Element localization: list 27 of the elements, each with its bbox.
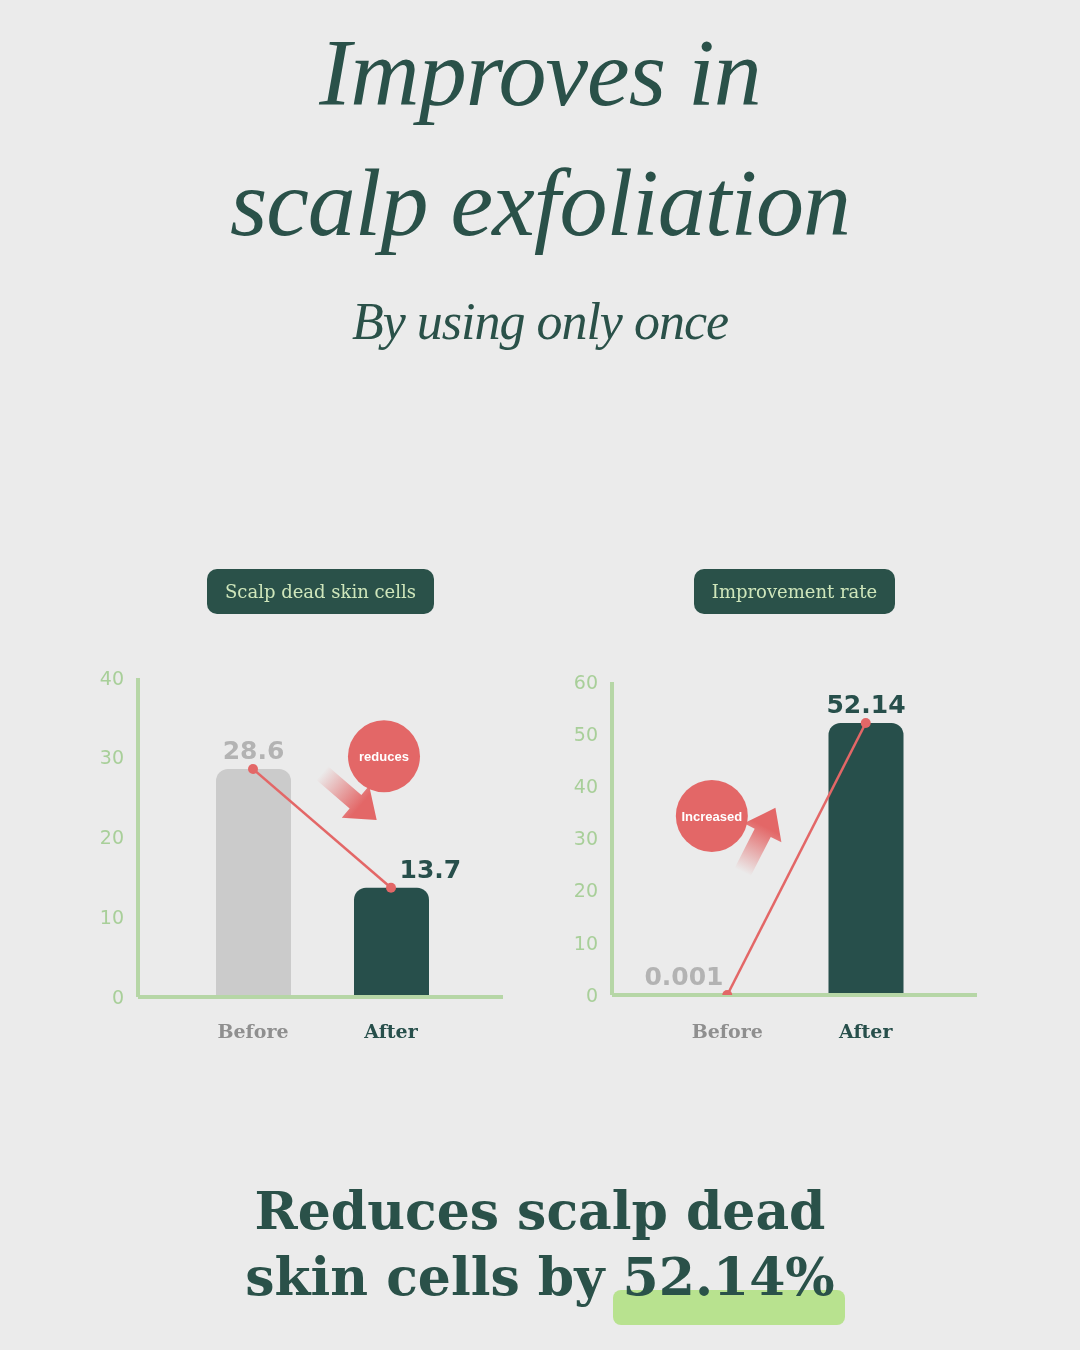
x-tick-label: After [838,1020,894,1043]
x-tick-label: Before [217,1020,289,1043]
data-label: 52.14 [826,690,906,719]
y-tick-label: 40 [573,775,598,798]
data-label: 0.001 [644,961,724,991]
y-tick-label: 10 [573,931,598,954]
x-tick-label: After [363,1020,419,1043]
data-label: 13.7 [399,854,462,884]
y-tick-label: 50 [573,722,598,745]
y-tick-label: 20 [99,826,124,849]
y-tick-label: 10 [99,905,124,928]
annotation: Increased [681,808,743,824]
chart-title: Scalp dead skin cells [207,569,434,614]
text: By using only once [350,292,730,352]
y-tick-label: 30 [573,827,598,850]
data-label: 28.6 [222,735,285,765]
y-tick-label: 60 [573,670,598,693]
y-tick-label: 30 [99,746,124,769]
text: Reduces scalp dead skin cells by 52.14% [245,1180,835,1307]
y-tick-label: 0 [585,983,598,1006]
text: Improves in scalp exfoliation [228,18,852,258]
x-tick-label: Before [691,1020,763,1043]
annotation: reduces [359,749,409,765]
chart-title: Improvement rate [693,569,896,614]
y-tick-label: 0 [111,985,124,1008]
y-tick-label: 40 [99,666,124,689]
y-tick-label: 20 [573,879,598,902]
